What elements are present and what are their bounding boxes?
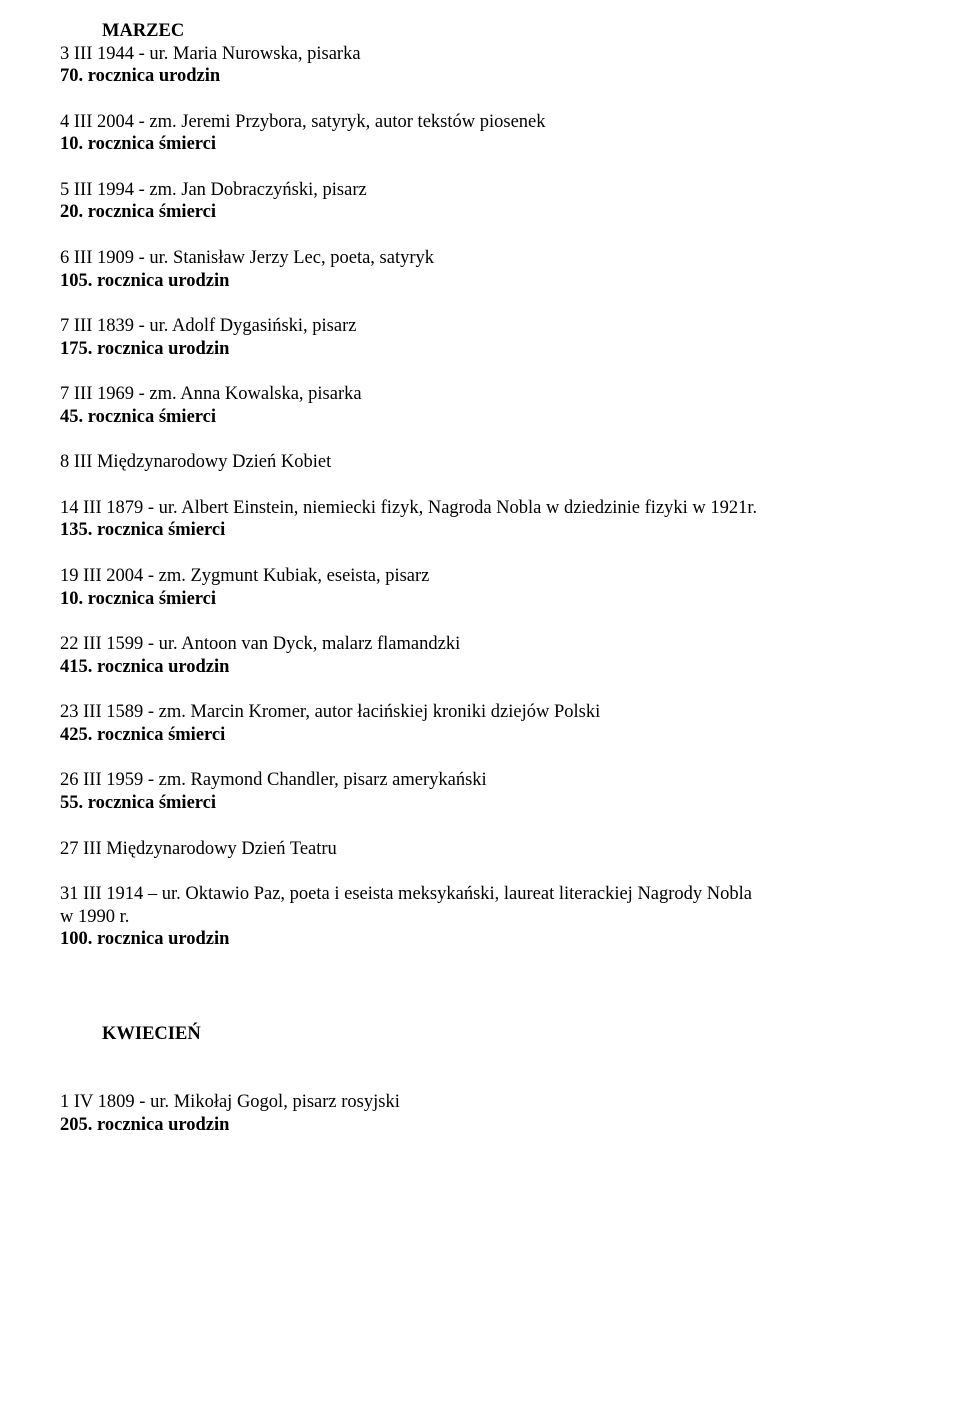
- calendar-entry: 5 III 1994 - zm. Jan Dobraczyński, pisar…: [60, 179, 900, 224]
- entry-line: 14 III 1879 - ur. Albert Einstein, niemi…: [60, 497, 900, 520]
- entry-line: 23 III 1589 - zm. Marcin Kromer, autor ł…: [60, 701, 900, 724]
- entry-line: 19 III 2004 - zm. Zygmunt Kubiak, eseist…: [60, 565, 900, 588]
- month-heading-march: MARZEC: [60, 20, 900, 43]
- entry-line: 26 III 1959 - zm. Raymond Chandler, pisa…: [60, 769, 900, 792]
- entry-anniversary: 135. rocznica śmierci: [60, 519, 900, 542]
- entry-anniversary: 10. rocznica śmierci: [60, 588, 900, 611]
- calendar-entry: 19 III 2004 - zm. Zygmunt Kubiak, eseist…: [60, 565, 900, 610]
- calendar-entry: 23 III 1589 - zm. Marcin Kromer, autor ł…: [60, 701, 900, 746]
- entry-anniversary: 70. rocznica urodzin: [60, 65, 900, 88]
- special-day: 8 III Międzynarodowy Dzień Kobiet: [60, 451, 900, 474]
- entry-anniversary: 105. rocznica urodzin: [60, 270, 900, 293]
- entry-line: 5 III 1994 - zm. Jan Dobraczyński, pisar…: [60, 179, 900, 202]
- entry-anniversary: 415. rocznica urodzin: [60, 656, 900, 679]
- special-day: 27 III Międzynarodowy Dzień Teatru: [60, 838, 900, 861]
- month-heading-april: KWIECIEŃ: [60, 1023, 900, 1046]
- calendar-entry: 31 III 1914 – ur. Oktawio Paz, poeta i e…: [60, 883, 900, 951]
- entry-line: 6 III 1909 - ur. Stanisław Jerzy Lec, po…: [60, 247, 900, 270]
- entry-line: 4 III 2004 - zm. Jeremi Przybora, satyry…: [60, 111, 900, 134]
- calendar-entry: 7 III 1969 - zm. Anna Kowalska, pisarka …: [60, 383, 900, 428]
- entry-anniversary: 425. rocznica śmierci: [60, 724, 900, 747]
- entry-anniversary: 20. rocznica śmierci: [60, 201, 900, 224]
- entry-line: w 1990 r.: [60, 906, 900, 929]
- entry-line: 1 IV 1809 - ur. Mikołaj Gogol, pisarz ro…: [60, 1091, 900, 1114]
- calendar-entry: 7 III 1839 - ur. Adolf Dygasiński, pisar…: [60, 315, 900, 360]
- entry-anniversary: 175. rocznica urodzin: [60, 338, 900, 361]
- entry-line: 7 III 1839 - ur. Adolf Dygasiński, pisar…: [60, 315, 900, 338]
- calendar-entry: 3 III 1944 - ur. Maria Nurowska, pisarka…: [60, 43, 900, 88]
- calendar-entry: 26 III 1959 - zm. Raymond Chandler, pisa…: [60, 769, 900, 814]
- entry-anniversary: 100. rocznica urodzin: [60, 928, 900, 951]
- entry-anniversary: 45. rocznica śmierci: [60, 406, 900, 429]
- entry-anniversary: 55. rocznica śmierci: [60, 792, 900, 815]
- calendar-entry: 22 III 1599 - ur. Antoon van Dyck, malar…: [60, 633, 900, 678]
- calendar-entry: 4 III 2004 - zm. Jeremi Przybora, satyry…: [60, 111, 900, 156]
- document-page: MARZEC 3 III 1944 - ur. Maria Nurowska, …: [0, 0, 960, 1199]
- entry-anniversary: 205. rocznica urodzin: [60, 1114, 900, 1137]
- entry-anniversary: 10. rocznica śmierci: [60, 133, 900, 156]
- calendar-entry: 1 IV 1809 - ur. Mikołaj Gogol, pisarz ro…: [60, 1091, 900, 1136]
- calendar-entry: 6 III 1909 - ur. Stanisław Jerzy Lec, po…: [60, 247, 900, 292]
- entry-line: 3 III 1944 - ur. Maria Nurowska, pisarka: [60, 43, 900, 66]
- calendar-entry: 14 III 1879 - ur. Albert Einstein, niemi…: [60, 497, 900, 542]
- entry-line: 22 III 1599 - ur. Antoon van Dyck, malar…: [60, 633, 900, 656]
- entry-line: 7 III 1969 - zm. Anna Kowalska, pisarka: [60, 383, 900, 406]
- entry-line: 31 III 1914 – ur. Oktawio Paz, poeta i e…: [60, 883, 900, 906]
